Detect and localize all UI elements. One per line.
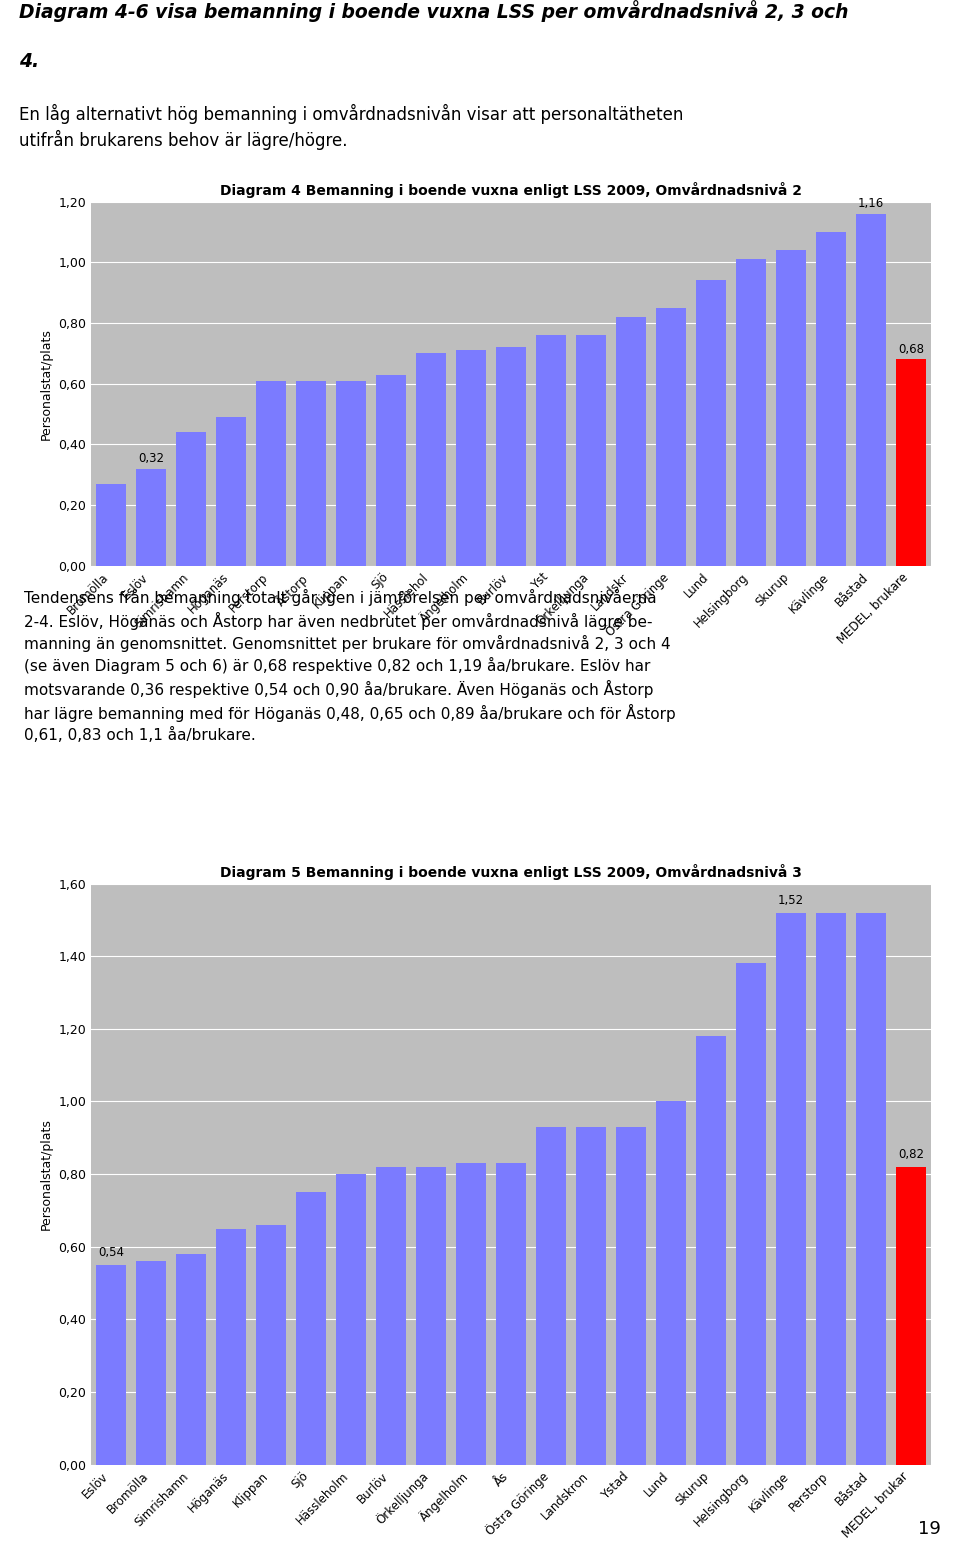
Bar xyxy=(496,1162,526,1465)
Bar xyxy=(376,1167,406,1465)
Bar xyxy=(736,964,766,1465)
Text: 1,16: 1,16 xyxy=(858,197,884,209)
Text: 0,54: 0,54 xyxy=(98,1246,124,1260)
Bar xyxy=(456,350,486,566)
Text: Tendensens från bemanning totalt går igen i jämförelsen per omvårdnadsnivåerna
2: Tendensens från bemanning totalt går ige… xyxy=(24,589,676,742)
Text: 1,52: 1,52 xyxy=(779,894,804,907)
Title: Diagram 4 Bemanning i boende vuxna enligt LSS 2009, Omvårdnadsnivå 2: Diagram 4 Bemanning i boende vuxna enlig… xyxy=(220,181,803,197)
Title: Diagram 5 Bemanning i boende vuxna enligt LSS 2009, Omvårdnadsnivå 3: Diagram 5 Bemanning i boende vuxna enlig… xyxy=(220,863,803,879)
Text: 0,82: 0,82 xyxy=(899,1149,924,1161)
Text: En låg alternativt hög bemanning i omvårdnadsnivån visar att personaltätheten
ut: En låg alternativt hög bemanning i omvår… xyxy=(19,104,684,150)
Text: 4.: 4. xyxy=(19,53,39,71)
Bar xyxy=(736,259,766,566)
Text: 0,68: 0,68 xyxy=(899,343,924,355)
Bar xyxy=(897,1167,926,1465)
Bar xyxy=(96,1265,126,1465)
Bar xyxy=(856,214,886,566)
Bar xyxy=(177,432,206,566)
Bar xyxy=(856,913,886,1465)
Bar xyxy=(696,1035,726,1465)
Bar xyxy=(297,381,326,566)
Bar xyxy=(696,281,726,566)
Bar xyxy=(777,250,806,566)
Bar xyxy=(136,468,166,566)
Bar xyxy=(616,1127,646,1465)
Bar xyxy=(177,1254,206,1465)
Bar xyxy=(216,1229,246,1465)
Bar xyxy=(777,913,806,1465)
Bar xyxy=(816,232,846,566)
Bar xyxy=(336,381,366,566)
Bar xyxy=(816,913,846,1465)
Bar xyxy=(576,335,606,566)
Y-axis label: Personalstat/plats: Personalstat/plats xyxy=(39,327,53,440)
Bar xyxy=(336,1175,366,1465)
Text: Diagram 4-6 visa bemanning i boende vuxna LSS per omvårdnadsnivå 2, 3 och: Diagram 4-6 visa bemanning i boende vuxn… xyxy=(19,0,849,22)
Bar xyxy=(657,1102,686,1465)
Bar xyxy=(616,316,646,566)
Bar xyxy=(136,1262,166,1465)
Bar xyxy=(256,381,286,566)
Bar xyxy=(576,1127,606,1465)
Bar xyxy=(216,417,246,566)
Text: 0,32: 0,32 xyxy=(138,453,164,465)
Bar xyxy=(537,1127,566,1465)
Bar xyxy=(376,375,406,566)
Bar xyxy=(496,347,526,566)
Y-axis label: Personalstat/plats: Personalstat/plats xyxy=(39,1118,53,1231)
Bar xyxy=(417,353,446,566)
Bar xyxy=(897,360,926,566)
Bar xyxy=(417,1167,446,1465)
Text: 19: 19 xyxy=(918,1521,941,1538)
Bar xyxy=(96,484,126,566)
Bar xyxy=(297,1192,326,1465)
Bar xyxy=(256,1224,286,1465)
Bar xyxy=(657,308,686,566)
Bar xyxy=(456,1162,486,1465)
Bar xyxy=(537,335,566,566)
